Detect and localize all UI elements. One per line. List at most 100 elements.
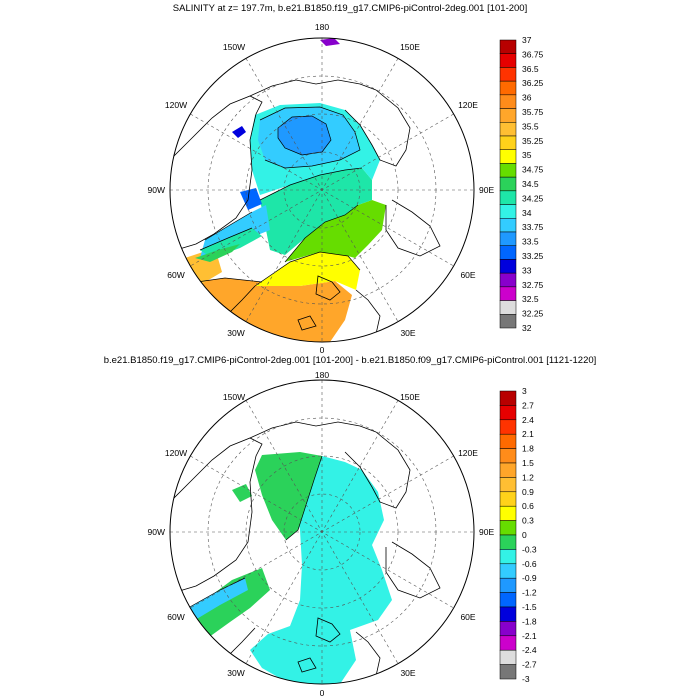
colorbar-tick-label: 2.4 <box>522 415 534 425</box>
colorbar-tick-label: 33.5 <box>522 237 539 247</box>
colorbar-tick-label: 33.25 <box>522 251 544 261</box>
colorbar-tick-label: 1.2 <box>522 472 534 482</box>
colorbar-tick-label: 35.75 <box>522 107 544 117</box>
colorbar-box <box>499 419 517 435</box>
colorbar-box <box>499 190 517 205</box>
colorbar-tick-label: 36 <box>522 93 532 103</box>
colorbar-box <box>499 621 517 637</box>
colorbar-tick-label: -2.1 <box>522 631 537 641</box>
colorbar-box <box>499 286 517 301</box>
colorbar-tick-label: 34.25 <box>522 193 544 203</box>
colorbar-box <box>499 405 517 421</box>
lon-label-180: 180 <box>315 370 329 380</box>
colorbar-box <box>499 606 517 622</box>
colorbar-tick-label: 0.6 <box>522 501 534 511</box>
colorbar-tick-label: -1.8 <box>522 616 537 626</box>
lon-label-150e: 150E <box>400 42 420 52</box>
lon-label-30e: 30E <box>400 668 415 678</box>
lon-label-150w: 150W <box>223 42 245 52</box>
lon-label-120w: 120W <box>165 448 187 458</box>
colorbar-tick-label: 32.5 <box>522 294 539 304</box>
colorbar-box <box>499 448 517 464</box>
colorbar-tick-label: 35.25 <box>522 136 544 146</box>
difference-contours <box>187 455 323 609</box>
colorbar-box <box>499 505 517 521</box>
colorbar-tick-label: 36.25 <box>522 78 544 88</box>
lon-label-150e: 150E <box>400 392 420 402</box>
lon-label-120e: 120E <box>458 100 478 110</box>
lon-label-90e: 90E <box>479 185 494 195</box>
salinity-colorbar: 37 36.75 36.5 36.25 36 35.75 35.5 35.25 35 34.75 3… <box>499 35 544 333</box>
colorbar-box <box>499 462 517 478</box>
colorbar-box <box>499 272 517 288</box>
salinity-minimum-beaufort <box>278 116 331 155</box>
salinity-field-atlantic <box>170 278 352 342</box>
map-boundary <box>169 37 475 343</box>
colorbar-box <box>499 534 517 550</box>
colorbar-tick-label: 33.75 <box>522 222 544 232</box>
lon-label-60w: 60W <box>167 612 184 622</box>
colorbar-tick-label: 2.7 <box>522 400 534 410</box>
lon-label-60e: 60E <box>460 270 475 280</box>
colorbar-box <box>499 259 517 274</box>
lon-label-0: 0 <box>320 688 325 698</box>
colorbar-box <box>499 94 517 109</box>
salinity-map-panel: 180 0 90W 90E 150W 150E 120W 120E 60W 60… <box>148 22 544 355</box>
lon-label-120w: 120W <box>165 100 187 110</box>
difference-map-panel: 180 0 90W 90E 150W 150E 120W 120E 60W 60… <box>148 370 537 698</box>
colorbar-box <box>499 433 517 449</box>
colorbar-box <box>499 231 517 246</box>
colorbar-tick-label: 32 <box>522 323 532 333</box>
colorbar-box <box>499 577 517 593</box>
map-boundary <box>169 379 475 685</box>
colorbar-box <box>499 122 517 137</box>
colorbar-tick-label: 34.5 <box>522 179 539 189</box>
lon-label-60w: 60W <box>167 270 184 280</box>
lon-label-30w: 30W <box>227 668 244 678</box>
colorbar-tick-label: 1.8 <box>522 444 534 454</box>
colorbar-box <box>499 163 517 178</box>
colorbar-box <box>499 204 517 219</box>
colorbar-tick-label: -2.7 <box>522 660 537 670</box>
colorbar-tick-label: 0 <box>522 530 527 540</box>
lon-label-90w: 90W <box>148 527 165 537</box>
colorbar-box <box>499 176 517 192</box>
graticule <box>170 380 474 684</box>
colorbar-box <box>499 39 517 54</box>
map-title-salinity: SALINITY at z= 197.7m, b.e21.B1850.f19_g… <box>172 3 528 14</box>
lon-label-90w: 90W <box>148 185 165 195</box>
colorbar-box <box>499 563 517 579</box>
colorbar-box <box>499 67 517 82</box>
map-title-difference: b.e21.B1850.f19_g17.CMIP6-piControl-2deg… <box>103 355 597 366</box>
colorbar-box <box>499 477 517 493</box>
colorbar-box <box>499 314 517 329</box>
colorbar-tick-label: 34 <box>522 208 532 218</box>
colorbar-box <box>499 649 517 665</box>
colorbar-box <box>499 390 517 406</box>
lon-label-30w: 30W <box>227 328 244 338</box>
colorbar-tick-label: 35.5 <box>522 121 539 131</box>
lon-label-120e: 120E <box>458 448 478 458</box>
colorbar-tick-label: 2.1 <box>522 429 534 439</box>
colorbar-tick-label: 35 <box>522 150 532 160</box>
colorbar-tick-label: 32.75 <box>522 280 544 290</box>
colorbar-tick-label: 37 <box>522 35 532 45</box>
colorbar-tick-label: 0.9 <box>522 487 534 497</box>
colorbar-tick-label: -0.3 <box>522 544 537 554</box>
difference-colorbar: 3 2.7 2.4 2.1 1.8 1.5 1.2 0.9 0.6 0.3 0 -0.3 -0.6 -0.… <box>499 386 537 684</box>
colorbar-box <box>499 664 517 680</box>
lon-label-90e: 90E <box>479 527 494 537</box>
colorbar-box <box>499 245 517 260</box>
colorbar-box <box>499 218 517 233</box>
colorbar-box <box>499 520 517 536</box>
colorbar-box <box>499 108 517 123</box>
difference-field-positive <box>255 452 322 540</box>
colorbar-tick-label: 36.5 <box>522 64 539 74</box>
colorbar-tick-label: 33 <box>522 265 532 275</box>
colorbar-box <box>499 53 517 68</box>
colorbar-tick-label: 34.75 <box>522 165 544 175</box>
graticule <box>170 38 474 342</box>
colorbar-tick-label: 1.5 <box>522 458 534 468</box>
colorbar-box <box>499 592 517 608</box>
lon-label-0: 0 <box>320 345 325 355</box>
